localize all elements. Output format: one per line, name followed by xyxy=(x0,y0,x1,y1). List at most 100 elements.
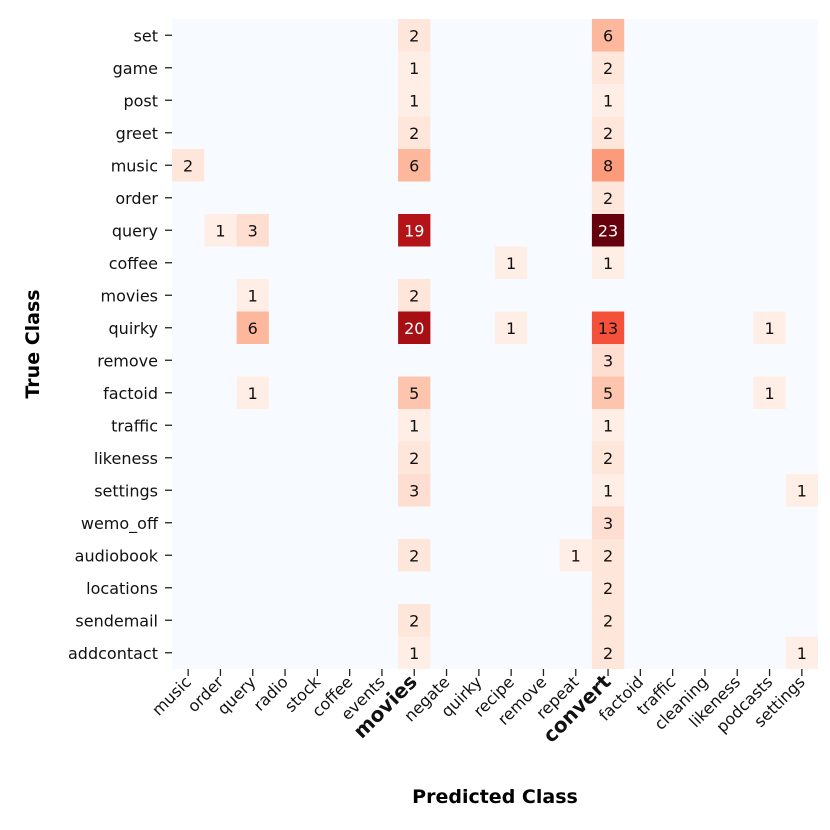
y-tick-label: query xyxy=(112,221,158,240)
heatmap-cell xyxy=(591,604,625,637)
x-axis-title: Predicted Class xyxy=(412,786,578,808)
cell-value-label: 8 xyxy=(603,156,613,175)
heatmap-cell xyxy=(398,409,431,442)
y-tick-label: locations xyxy=(86,579,158,598)
cell-value-label: 3 xyxy=(409,481,419,500)
heatmap-cell xyxy=(591,116,625,149)
cell-value-label: 2 xyxy=(603,59,613,78)
heatmap-cell xyxy=(753,376,786,409)
cell-value-label: 2 xyxy=(603,579,613,598)
cell-value-label: 23 xyxy=(598,221,618,240)
heatmap-cell xyxy=(559,539,592,572)
cell-value-label: 1 xyxy=(603,254,613,273)
y-tick-label: remove xyxy=(97,351,158,370)
x-tick-label: music xyxy=(148,672,195,719)
y-tick-label: likeness xyxy=(94,449,158,468)
x-axis-ticks: musicorderqueryradiostockcoffeeeventsmov… xyxy=(148,669,809,747)
cell-value-label: 2 xyxy=(409,611,419,630)
cell-value-label: 2 xyxy=(409,286,419,305)
cell-value-label: 2 xyxy=(603,124,613,143)
y-tick-label: set xyxy=(134,26,158,45)
cell-value-label: 6 xyxy=(603,26,613,45)
y-tick-label: music xyxy=(111,156,158,175)
cell-value-label: 1 xyxy=(409,91,419,110)
heatmap-cell xyxy=(398,539,431,572)
y-tick-label: post xyxy=(123,91,158,110)
heatmap-cell xyxy=(591,149,625,182)
y-tick-label: wemo_off xyxy=(81,514,159,534)
heatmap-cell xyxy=(398,19,431,52)
cell-value-label: 1 xyxy=(764,319,774,338)
heatmap-cell xyxy=(398,311,431,344)
heatmap-cell xyxy=(591,636,625,669)
y-tick-label: sendemail xyxy=(75,611,158,630)
y-axis-ticks: set game post greet music order query coffee mov… xyxy=(68,26,172,663)
cell-value-label: 1 xyxy=(603,91,613,110)
cell-value-label: 2 xyxy=(603,611,613,630)
y-tick-label: factoid xyxy=(103,384,158,403)
cell-value-label: 5 xyxy=(603,384,613,403)
cell-value-label: 2 xyxy=(409,26,419,45)
cell-value-label: 1 xyxy=(603,481,613,500)
cell-value-label: 13 xyxy=(598,319,618,338)
heatmap-cell xyxy=(591,344,625,377)
y-axis-title: True Class xyxy=(22,289,44,398)
heatmap-cell xyxy=(398,376,431,409)
y-tick-label: coffee xyxy=(109,254,158,273)
heatmap-cell xyxy=(591,571,625,604)
cell-value-label: 1 xyxy=(506,254,516,273)
heatmap-cell xyxy=(495,246,528,279)
y-tick-label: traffic xyxy=(111,416,158,435)
cell-value-label: 2 xyxy=(409,124,419,143)
cell-value-label: 2 xyxy=(603,449,613,468)
cell-value-label: 2 xyxy=(603,546,613,565)
heatmap-cell xyxy=(785,474,818,507)
heatmap-cell xyxy=(398,474,431,507)
cell-value-label: 2 xyxy=(409,449,419,468)
heatmap-cell xyxy=(591,409,625,442)
cell-value-label: 1 xyxy=(409,416,419,435)
cell-value-label: 1 xyxy=(797,481,807,500)
heatmap-cell xyxy=(591,181,625,214)
y-tick-label: settings xyxy=(94,481,158,500)
heatmap-cell xyxy=(591,474,625,507)
heatmap-cell xyxy=(236,214,269,247)
heatmap-cell xyxy=(204,214,237,247)
heatmap-cell xyxy=(591,214,625,247)
cell-value-label: 1 xyxy=(409,644,419,663)
heatmap-cell xyxy=(591,51,625,84)
y-tick-label: addcontact xyxy=(68,644,158,663)
cell-value-label: 1 xyxy=(764,384,774,403)
cell-value-label: 1 xyxy=(248,286,258,305)
cell-value-label: 3 xyxy=(248,221,258,240)
heatmap-cell xyxy=(591,84,625,117)
heatmap-cell xyxy=(398,214,431,247)
heatmap-cell xyxy=(398,51,431,84)
heatmap-cell xyxy=(591,311,625,344)
heatmap-cell xyxy=(591,246,625,279)
cell-value-label: 20 xyxy=(404,319,424,338)
heatmap-cells: 2 61 21 12 22 6 821 3 19 231 11 26 20 1 13 131 5 5 11 12 23 1… xyxy=(172,19,818,669)
y-tick-label: movies xyxy=(101,286,158,305)
cell-value-label: 1 xyxy=(603,416,613,435)
heatmap-cell xyxy=(236,311,269,344)
heatmap-cell xyxy=(236,376,269,409)
cell-value-label: 2 xyxy=(603,644,613,663)
heatmap-cell xyxy=(591,539,625,572)
heatmap-cell xyxy=(591,376,625,409)
y-tick-label: audiobook xyxy=(75,546,159,565)
heatmap-cell xyxy=(398,149,431,182)
heatmap-cell xyxy=(495,311,528,344)
cell-value-label: 1 xyxy=(506,319,516,338)
heatmap-cell xyxy=(591,441,625,474)
heatmap-cell xyxy=(398,84,431,117)
heatmap-cell xyxy=(753,311,786,344)
y-tick-label: quirky xyxy=(109,319,158,338)
y-tick-label: greet xyxy=(116,124,158,143)
cell-value-label: 2 xyxy=(603,189,613,208)
heatmap-cell xyxy=(785,636,818,669)
cell-value-label: 1 xyxy=(215,221,225,240)
cell-value-label: 1 xyxy=(571,546,581,565)
cell-value-label: 3 xyxy=(603,514,613,533)
